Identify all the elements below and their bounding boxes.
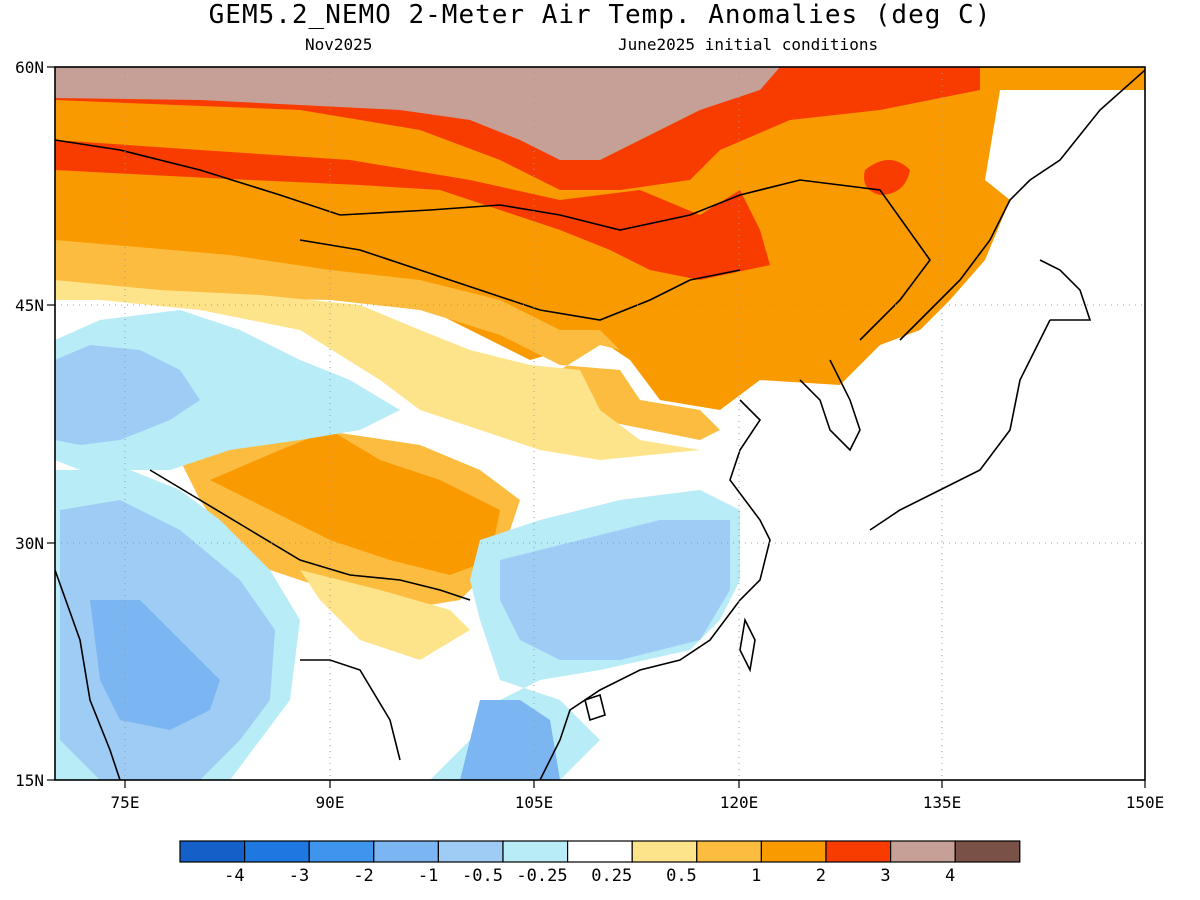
anomaly-region-cooler-indochina: [460, 700, 560, 780]
lon-tick-label: 120E: [720, 793, 759, 812]
lat-tick-label: 30N: [15, 534, 44, 553]
coastlines: [55, 69, 1145, 780]
legend-swatch: [760, 840, 827, 863]
legend-swatch: [308, 840, 375, 863]
coastline-india: [55, 569, 401, 780]
legend-label: -1: [418, 866, 438, 886]
legend-swatch: [437, 840, 504, 863]
anomaly-region-cooler-south-china: [500, 520, 730, 660]
coastline-korea: [799, 359, 861, 452]
legend-label: 4: [945, 866, 955, 886]
anomaly-region-1-to-2-tibet: [210, 430, 500, 575]
map-frame: [54, 66, 1146, 781]
legend-swatch: [889, 840, 956, 863]
legend-label: 3: [880, 866, 890, 886]
legend-label: -0.25: [516, 866, 567, 886]
coastline-japan: [869, 259, 1092, 531]
legend-label: -4: [224, 866, 244, 886]
lat-tick-labels: 60N 45N 30N 15N: [15, 58, 44, 790]
initial-conditions-label: June2025 initial conditions: [618, 35, 879, 54]
lat-tick-label: 60N: [15, 58, 44, 77]
legend-swatch: [954, 840, 1021, 863]
legend-label: 0.25: [591, 866, 632, 886]
coastline-taiwan: [739, 617, 756, 673]
lon-tick-label: 75E: [111, 793, 140, 812]
legend-label: 0.5: [666, 866, 697, 886]
anomaly-region-05-to-1-north: [55, 240, 720, 440]
lat-tick-label: 45N: [15, 296, 44, 315]
legend-swatch: [373, 840, 439, 863]
coastline-hainan: [584, 693, 606, 722]
anomaly-region-cool-central-asia-inner: [55, 345, 200, 445]
legend-swatch: [244, 840, 310, 863]
coastline-east-asia: [539, 399, 771, 780]
forecast-month: Nov2025: [305, 35, 373, 54]
graticule: [55, 67, 1145, 780]
lon-tick-label: 90E: [316, 793, 345, 812]
legend-swatch: [631, 840, 698, 863]
anomaly-field: [55, 67, 1145, 780]
anomaly-region-coolest-india: [90, 600, 220, 730]
lon-tick-label: 135E: [923, 793, 962, 812]
anomaly-region-2-to-3: [55, 67, 980, 280]
legend-swatch: [566, 840, 633, 863]
color-bar-legend: -4 -3 -2 -1 -0.5 -0.25 0.25 0.5 1 2 3 4: [179, 840, 1021, 886]
coastline-russia-far-east: [899, 69, 1145, 341]
border-himalaya: [149, 469, 471, 601]
anomaly-region-025-to-05-tibet: [300, 570, 470, 660]
anomaly-region-025-to-05-north: [55, 280, 700, 460]
legend-label: -2: [353, 866, 373, 886]
legend-label: -3: [289, 866, 309, 886]
legend-swatch: [502, 840, 569, 863]
map-title: GEM5.2_NEMO 2-Meter Air Temp. Anomalies …: [208, 0, 992, 30]
tick-marks: [47, 66, 1146, 788]
legend-label: 2: [816, 866, 826, 886]
lon-tick-label: 150E: [1126, 793, 1165, 812]
border-northern: [55, 139, 931, 341]
lon-tick-label: 105E: [515, 793, 554, 812]
legend-label: 1: [751, 866, 761, 886]
legend-swatch: [825, 840, 892, 863]
lon-tick-labels: 75E 90E 105E 120E 135E 150E: [111, 793, 1165, 812]
anomaly-region-3-to-4: [55, 67, 780, 160]
legend-swatch: [179, 840, 246, 863]
lat-tick-label: 15N: [15, 771, 44, 790]
border-mongolia: [299, 239, 741, 321]
legend-label: -0.5: [462, 866, 503, 886]
legend-swatch: [696, 840, 762, 863]
